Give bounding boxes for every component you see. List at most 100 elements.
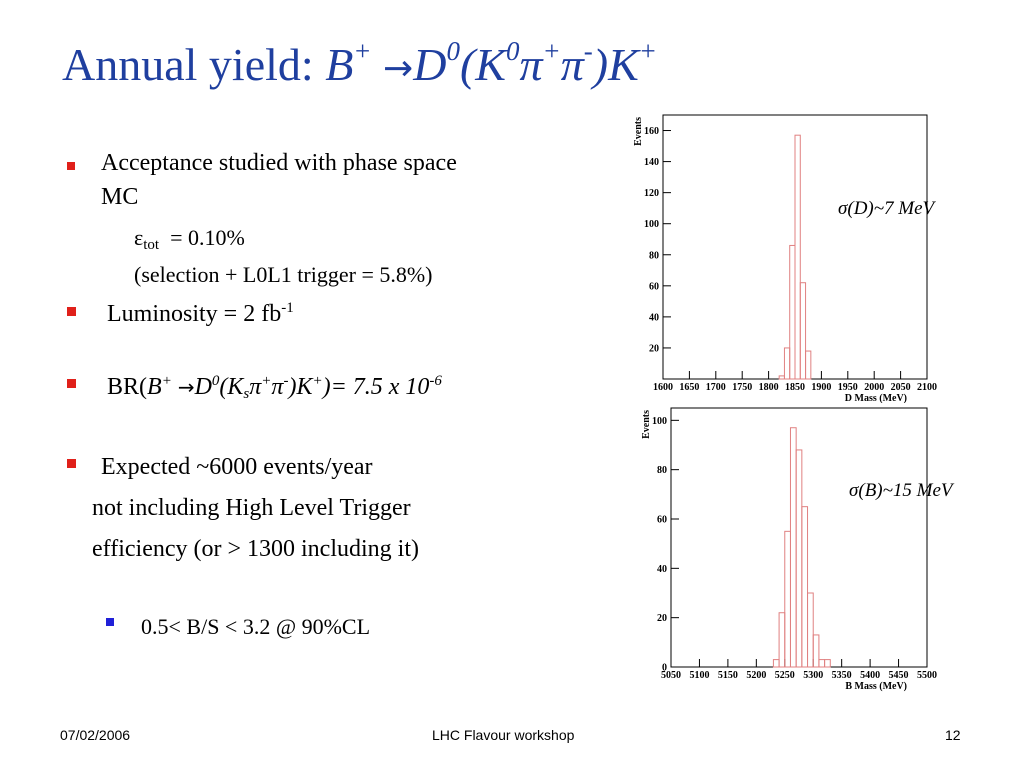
bullet-branching-ratio: BR(B+ →D0(Ksπ+π-)K+)= 7.5 x 10-6 [107, 373, 442, 402]
br-pi2-sup: - [283, 373, 289, 389]
histogram-bin [807, 592, 814, 668]
footer-date: 07/02/2006 [60, 727, 131, 743]
br-k-sup: + [312, 373, 323, 389]
slide-title: Annual yield: B+ →D0(K0π+π-)K+ [62, 38, 657, 91]
x-tick-label: 5200 [746, 670, 766, 681]
y-tick-label: 0 [662, 663, 667, 674]
br-exp: -6 [429, 373, 442, 389]
histogram-bin [778, 612, 786, 668]
x-tick-label: 5400 [860, 670, 880, 681]
y-axis-label: Events [633, 117, 644, 146]
sigma-b-annotation: σ(B)~15 MeV [849, 480, 953, 501]
bullet-acceptance-line2: MC [101, 184, 139, 210]
br-b: B [147, 374, 162, 400]
title-d-sup: 0 [446, 36, 460, 66]
lumi-sup: -1 [281, 300, 294, 316]
br-s: s [243, 386, 250, 402]
title-prefix: Annual yield: [62, 39, 326, 90]
histogram-bin [818, 659, 826, 668]
histogram-bin [801, 506, 809, 668]
selection-line: (selection + L0L1 trigger = 5.8%) [134, 262, 433, 287]
br-d-sup: 0 [211, 373, 220, 389]
y-tick-label: 40 [649, 312, 659, 323]
histogram-bin [778, 375, 785, 380]
histogram-bin [805, 350, 812, 380]
bullet-luminosity: Luminosity = 2 fb-1 [107, 301, 294, 328]
x-tick-label: 5100 [689, 670, 709, 681]
br-arrow-icon: → [177, 375, 195, 399]
efficiency-line: efficiency (or > 1300 including it) [92, 536, 419, 562]
x-tick-label: 2000 [864, 382, 884, 393]
title-k2-sup: + [638, 36, 657, 66]
sigma-d-annotation: σ(D)~7 MeV [838, 198, 935, 219]
b-mass-histogram: 0 20 40 60 80 100 5050 5100 5150 5200 5250 5300 5350… [620, 402, 950, 699]
br-pi2: π [271, 374, 284, 400]
x-tick-label: 5450 [889, 670, 909, 681]
bullet-square-icon [67, 307, 76, 316]
x-tick-label: 5350 [832, 670, 852, 681]
title-arrow-icon: → [383, 48, 414, 89]
x-tick-label: 1950 [838, 382, 858, 393]
d-mass-histogram-svg: 20 40 60 80 100 120 140 160 1600 1650 1700 1750 1800… [633, 114, 937, 404]
y-tick-label: 100 [652, 416, 667, 427]
title-b: B [325, 39, 354, 90]
br-pi1: π [249, 374, 262, 400]
footer-event: LHC Flavour workshop [432, 727, 575, 743]
histogram-bin [783, 347, 791, 380]
bullet-square-icon [67, 162, 75, 170]
y-tick-label: 140 [644, 157, 659, 168]
epsilon-line: εtot = 0.10% [134, 225, 245, 253]
y-tick-label: 40 [657, 564, 667, 575]
title-close: )K [592, 39, 639, 90]
d-mass-histogram: 20 40 60 80 100 120 140 160 1600 1650 1700 1750 1800… [620, 108, 950, 408]
histogram-bin [799, 282, 807, 380]
x-tick-label: 1700 [706, 382, 726, 393]
y-tick-label: 60 [657, 515, 667, 526]
br-d: D [194, 374, 212, 400]
y-tick-label: 80 [649, 250, 659, 261]
br-close: )K [288, 374, 313, 400]
x-tick-label: 1850 [785, 382, 805, 393]
x-tick-label: 5050 [661, 670, 681, 681]
title-d: D [413, 39, 447, 90]
histogram-bin [789, 427, 797, 668]
x-tick-label: 5500 [917, 670, 937, 681]
x-tick-label: 2100 [917, 382, 937, 393]
histogram-bin [772, 659, 780, 668]
br-open: (K [219, 374, 244, 400]
x-tick-label: 5250 [775, 670, 795, 681]
title-pi1: π [519, 39, 543, 90]
epsilon-sub: tot [143, 237, 160, 253]
title-pi1-sup: + [542, 36, 561, 66]
histogram-bin [789, 244, 796, 380]
x-tick-label: 1750 [732, 382, 752, 393]
title-pi2-sup: - [583, 36, 593, 66]
b-mass-histogram-svg: 0 20 40 60 80 100 5050 5100 5150 5200 5250 5300 5350… [641, 407, 937, 692]
br-b-sup: + [161, 373, 172, 389]
epsilon-symbol: ε [134, 225, 144, 250]
title-pi2: π [560, 39, 584, 90]
y-tick-label: 20 [649, 343, 659, 354]
not-including-line: not including High Level Trigger [92, 495, 411, 521]
y-tick-label: 120 [644, 188, 659, 199]
epsilon-value: = 0.10% [170, 225, 245, 250]
histogram-bin [812, 634, 820, 668]
br-value: )= 7.5 x 10 [322, 374, 430, 400]
x-tick-label: 1900 [811, 382, 831, 393]
x-axis-label: B Mass (MeV) [845, 681, 907, 692]
x-tick-label: 1600 [653, 382, 673, 393]
y-tick-label: 100 [644, 219, 659, 230]
footer-page-number: 12 [945, 727, 961, 743]
x-axis-label: D Mass (MeV) [845, 393, 907, 403]
plot-frame [670, 407, 928, 668]
br-prefix: BR( [107, 374, 148, 400]
histogram-bin [784, 530, 791, 668]
lumi-text: Luminosity = 2 fb [107, 301, 282, 327]
title-b-sup: + [353, 36, 372, 66]
title-open: (K [459, 39, 506, 90]
x-tick-label: 5300 [803, 670, 823, 681]
bullet-square-icon [67, 379, 76, 388]
bullet-square-icon [67, 459, 76, 468]
histogram-bin [824, 659, 831, 668]
x-tick-label: 1800 [759, 382, 779, 393]
